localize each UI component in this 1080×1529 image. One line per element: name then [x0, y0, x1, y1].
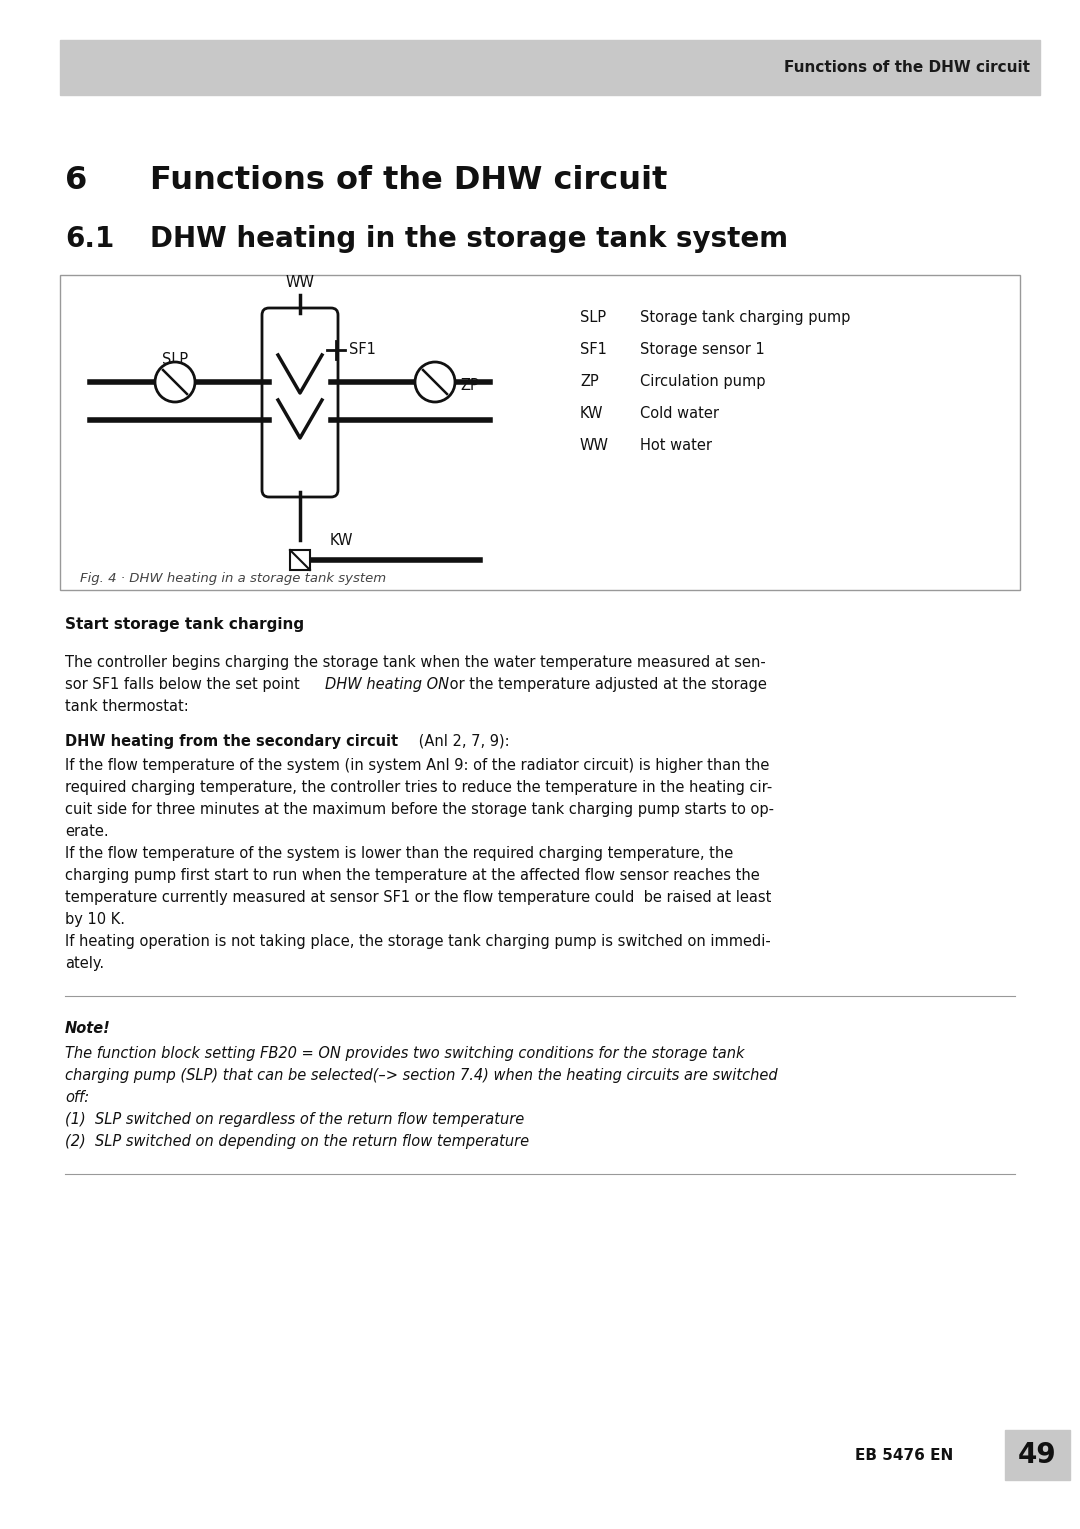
Circle shape	[415, 362, 455, 402]
Text: KW: KW	[580, 407, 604, 420]
Text: DHW heating in the storage tank system: DHW heating in the storage tank system	[150, 225, 788, 252]
Text: ZP: ZP	[580, 375, 598, 388]
Text: Cold water: Cold water	[640, 407, 719, 420]
Bar	[60, 40, 1040, 95]
Text: (1)  SLP switched on regardless of the return flow temperature: (1) SLP switched on regardless of the re…	[65, 1112, 524, 1127]
Bar	[1005, 1430, 1070, 1480]
Text: Start storage tank charging: Start storage tank charging	[65, 618, 305, 631]
Text: SLP: SLP	[162, 352, 188, 367]
Text: sor SF1 falls below the set point: sor SF1 falls below the set point	[65, 677, 305, 693]
Text: 6: 6	[65, 165, 87, 196]
Text: 49: 49	[1017, 1440, 1056, 1469]
Text: If the flow temperature of the system is lower than the required charging temper: If the flow temperature of the system is…	[65, 846, 733, 861]
Circle shape	[156, 362, 195, 402]
Bar	[60, 275, 1020, 590]
Text: EB 5476 EN: EB 5476 EN	[855, 1448, 954, 1463]
Text: DHW heating from the secondary circuit: DHW heating from the secondary circuit	[65, 734, 399, 749]
Text: WW: WW	[580, 437, 609, 453]
Text: Storage tank charging pump: Storage tank charging pump	[640, 310, 850, 326]
Text: tank thermostat:: tank thermostat:	[65, 699, 189, 714]
Text: Functions of the DHW circuit: Functions of the DHW circuit	[784, 60, 1030, 75]
Text: charging pump (SLP) that can be selected(–> section 7.4) when the heating circui: charging pump (SLP) that can be selected…	[65, 1067, 778, 1083]
Text: ately.: ately.	[65, 956, 104, 971]
Text: Functions of the DHW circuit: Functions of the DHW circuit	[150, 165, 667, 196]
Text: or the temperature adjusted at the storage: or the temperature adjusted at the stora…	[445, 677, 767, 693]
Text: The function block setting FB20 = ON provides two switching conditions for the s: The function block setting FB20 = ON pro…	[65, 1046, 744, 1061]
Text: (2)  SLP switched on depending on the return flow temperature: (2) SLP switched on depending on the ret…	[65, 1135, 529, 1148]
Text: (Anl 2, 7, 9):: (Anl 2, 7, 9):	[414, 734, 510, 749]
Text: SLP: SLP	[580, 310, 606, 326]
Text: The controller begins charging the storage tank when the water temperature measu: The controller begins charging the stora…	[65, 654, 766, 670]
Text: SF1: SF1	[580, 342, 607, 356]
Text: cuit side for three minutes at the maximum before the storage tank charging pump: cuit side for three minutes at the maxim…	[65, 803, 774, 816]
Text: required charging temperature, the controller tries to reduce the temperature in: required charging temperature, the contr…	[65, 780, 772, 795]
Text: Fig. 4 · DHW heating in a storage tank system: Fig. 4 · DHW heating in a storage tank s…	[80, 572, 387, 586]
Text: Note!: Note!	[65, 1021, 111, 1037]
Text: 6.1: 6.1	[65, 225, 114, 252]
Text: off:: off:	[65, 1090, 90, 1105]
Text: Circulation pump: Circulation pump	[640, 375, 766, 388]
Text: Hot water: Hot water	[640, 437, 712, 453]
Text: DHW heating ON: DHW heating ON	[325, 677, 449, 693]
Text: SF1: SF1	[349, 342, 376, 358]
FancyBboxPatch shape	[262, 307, 338, 497]
Text: erate.: erate.	[65, 824, 109, 839]
Text: Storage sensor 1: Storage sensor 1	[640, 342, 765, 356]
Text: If the flow temperature of the system (in system Anl 9: of the radiator circuit): If the flow temperature of the system (i…	[65, 758, 769, 774]
Text: charging pump first start to run when the temperature at the affected flow senso: charging pump first start to run when th…	[65, 868, 759, 884]
Text: ZP: ZP	[460, 379, 478, 393]
Bar	[291, 550, 310, 570]
Text: temperature currently measured at sensor SF1 or the flow temperature could  be r: temperature currently measured at sensor…	[65, 890, 771, 905]
Text: by 10 K.: by 10 K.	[65, 911, 125, 927]
Text: If heating operation is not taking place, the storage tank charging pump is swit: If heating operation is not taking place…	[65, 934, 771, 950]
Text: KW: KW	[330, 534, 353, 547]
Text: WW: WW	[285, 275, 314, 291]
